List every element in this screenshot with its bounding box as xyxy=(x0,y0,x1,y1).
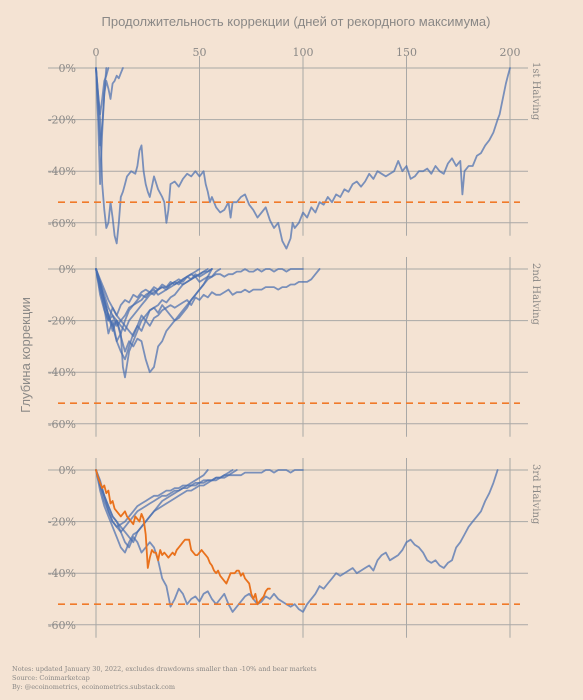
y-tick-label: -60% xyxy=(48,418,76,431)
x-tick-label: 0 xyxy=(93,46,100,59)
y-tick-label: -20% xyxy=(48,516,76,529)
series-line xyxy=(95,469,499,613)
y-tick-label: -40% xyxy=(48,165,76,178)
series-line xyxy=(95,268,321,337)
panel-label: 1st Halving xyxy=(530,62,541,121)
series-line xyxy=(95,268,213,374)
highlight-series-line xyxy=(95,469,271,606)
panel-label: 2nd Halving xyxy=(530,263,541,326)
y-tick-label: -60% xyxy=(48,217,76,230)
chart-panels: 0% -20% -40% -60% 1st Halving 0% -20% -40% -60% 2… xyxy=(48,56,541,638)
y-tick-label: 0% xyxy=(59,62,76,75)
y-axis-label: Глубина коррекции xyxy=(18,297,33,413)
panel-label: 3rd Halving xyxy=(530,464,541,525)
y-tick-label: -20% xyxy=(48,114,76,127)
series-line xyxy=(95,268,213,332)
x-axis-ticks: 0 50 100 150 200 xyxy=(93,46,521,59)
series-line xyxy=(95,268,222,379)
y-tick-label: 0% xyxy=(59,464,76,477)
series-line xyxy=(95,469,209,544)
y-tick-label: -20% xyxy=(48,315,76,328)
y-tick-label: -40% xyxy=(48,366,76,379)
y-tick-label: -60% xyxy=(48,619,76,632)
series-line xyxy=(95,67,124,185)
footer-source: Source: Coinmarketcap xyxy=(12,674,90,682)
y-tick-label: -40% xyxy=(48,567,76,580)
chart-title: Продолжительность коррекции (дней от рек… xyxy=(102,14,491,29)
panel-2: 0% -20% -40% -60% 2nd Halving xyxy=(48,257,541,437)
panel-1: 0% -20% -40% -60% 1st Halving xyxy=(48,56,541,250)
footer-notes: Notes: updated January 30, 2022, exclude… xyxy=(12,665,317,673)
series-line xyxy=(95,268,304,327)
y-tick-label: 0% xyxy=(59,263,76,276)
x-tick-label: 50 xyxy=(193,46,207,59)
series-line xyxy=(95,469,304,528)
footer-by: By: @ecoinometrics, ecoinometrics.substa… xyxy=(12,683,175,691)
x-tick-label: 200 xyxy=(500,46,521,59)
x-tick-label: 150 xyxy=(396,46,417,59)
x-tick-label: 100 xyxy=(293,46,314,59)
series-line xyxy=(95,67,511,250)
panel-3: 0% -20% -40% -60% 3rd Halving xyxy=(48,458,541,638)
